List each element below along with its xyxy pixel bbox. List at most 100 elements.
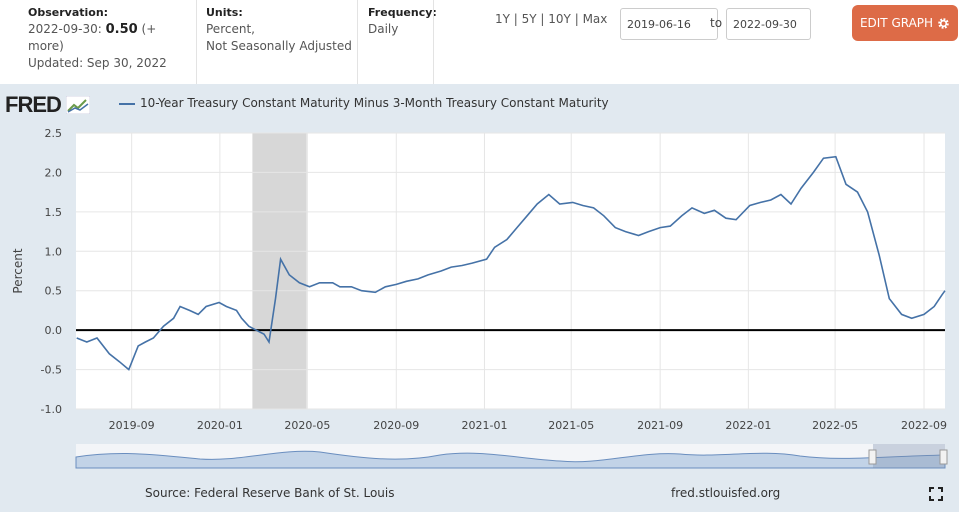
data-point[interactable] <box>460 263 465 268</box>
data-point[interactable] <box>107 351 112 356</box>
data-point[interactable] <box>470 261 475 266</box>
series-line[interactable] <box>76 155 946 371</box>
data-point[interactable] <box>702 211 707 216</box>
navigator-window[interactable] <box>873 444 945 468</box>
data-point[interactable] <box>909 316 914 321</box>
data-point[interactable] <box>239 316 244 321</box>
data-point[interactable] <box>623 229 628 234</box>
data-point[interactable] <box>799 186 804 191</box>
line-chart[interactable]: 2.5 2.0 1.5 1.0 0.5 0.0 -0.5 -1.0 2019-09 2020-0… <box>0 118 959 472</box>
range-1y[interactable]: 1Y <box>495 12 510 26</box>
data-point[interactable] <box>287 272 292 277</box>
data-point[interactable] <box>136 343 141 348</box>
data-point[interactable] <box>84 339 89 344</box>
data-point[interactable] <box>668 224 673 229</box>
data-point[interactable] <box>373 290 378 295</box>
data-point[interactable] <box>415 276 420 281</box>
data-point[interactable] <box>591 205 596 210</box>
data-point[interactable] <box>161 324 166 329</box>
data-point[interactable] <box>658 225 663 230</box>
data-point[interactable] <box>535 201 540 206</box>
data-point[interactable] <box>383 284 388 289</box>
data-point[interactable] <box>204 304 209 309</box>
start-date-input[interactable] <box>620 8 718 40</box>
data-point[interactable] <box>943 288 948 293</box>
data-point[interactable] <box>747 203 752 208</box>
navigator-left-handle[interactable] <box>868 449 877 465</box>
fred-logo[interactable]: FRED <box>5 92 91 118</box>
data-point[interactable] <box>246 324 251 329</box>
data-point[interactable] <box>187 308 192 313</box>
navigator-right-handle[interactable] <box>939 449 948 465</box>
data-point[interactable] <box>855 190 860 195</box>
range-5y[interactable]: 5Y <box>521 12 537 26</box>
data-point[interactable] <box>821 156 826 161</box>
data-point[interactable] <box>613 225 618 230</box>
data-point[interactable] <box>525 213 530 218</box>
data-point[interactable] <box>404 279 409 284</box>
data-point[interactable] <box>492 245 497 250</box>
data-point[interactable] <box>580 203 585 208</box>
data-point[interactable] <box>337 284 342 289</box>
data-point[interactable] <box>723 216 728 221</box>
data-point[interactable] <box>278 257 283 262</box>
data-point[interactable] <box>178 304 183 309</box>
data-point[interactable] <box>712 208 717 213</box>
observation-more[interactable]: (+ <box>141 22 157 36</box>
range-max[interactable]: Max <box>582 12 608 26</box>
edit-graph-button[interactable]: EDIT GRAPH <box>852 5 958 41</box>
data-point[interactable] <box>151 336 156 341</box>
data-point[interactable] <box>843 182 848 187</box>
data-point[interactable] <box>636 233 641 238</box>
data-point[interactable] <box>171 316 176 321</box>
data-point[interactable] <box>359 288 364 293</box>
data-point[interactable] <box>570 200 575 205</box>
data-point[interactable] <box>74 336 79 341</box>
data-point[interactable] <box>126 367 131 372</box>
data-point[interactable] <box>261 332 266 337</box>
data-point[interactable] <box>833 154 838 159</box>
data-point[interactable] <box>297 280 302 285</box>
data-point[interactable] <box>768 198 773 203</box>
data-point[interactable] <box>932 304 937 309</box>
data-point[interactable] <box>789 201 794 206</box>
data-point[interactable] <box>394 282 399 287</box>
data-point[interactable] <box>679 213 684 218</box>
data-point[interactable] <box>865 209 870 214</box>
data-point[interactable] <box>811 170 816 175</box>
data-point[interactable] <box>267 339 272 344</box>
data-point[interactable] <box>217 300 222 305</box>
data-point[interactable] <box>234 308 239 313</box>
data-point[interactable] <box>504 237 509 242</box>
data-point[interactable] <box>601 213 606 218</box>
data-point[interactable] <box>887 296 892 301</box>
data-point[interactable] <box>426 272 431 277</box>
end-date-input[interactable] <box>726 8 811 40</box>
data-point[interactable] <box>449 265 454 270</box>
data-point[interactable] <box>273 296 278 301</box>
data-point[interactable] <box>196 312 201 317</box>
data-point[interactable] <box>646 229 651 234</box>
data-point[interactable] <box>877 253 882 258</box>
data-point[interactable] <box>689 205 694 210</box>
data-point[interactable] <box>330 280 335 285</box>
data-point[interactable] <box>349 284 354 289</box>
data-point[interactable] <box>922 312 927 317</box>
data-point[interactable] <box>117 359 122 364</box>
data-point[interactable] <box>758 200 763 205</box>
data-point[interactable] <box>307 284 312 289</box>
data-point[interactable] <box>317 280 322 285</box>
range-10y[interactable]: 10Y <box>548 12 571 26</box>
data-point[interactable] <box>254 328 259 333</box>
data-point[interactable] <box>778 192 783 197</box>
data-point[interactable] <box>734 217 739 222</box>
data-point[interactable] <box>546 192 551 197</box>
data-point[interactable] <box>94 336 99 341</box>
data-point[interactable] <box>439 269 444 274</box>
site-link[interactable]: fred.stlouisfed.org <box>671 486 781 500</box>
data-point[interactable] <box>484 257 489 262</box>
data-point[interactable] <box>224 304 229 309</box>
fullscreen-icon[interactable] <box>929 487 943 501</box>
data-point[interactable] <box>557 201 562 206</box>
data-point[interactable] <box>899 312 904 317</box>
